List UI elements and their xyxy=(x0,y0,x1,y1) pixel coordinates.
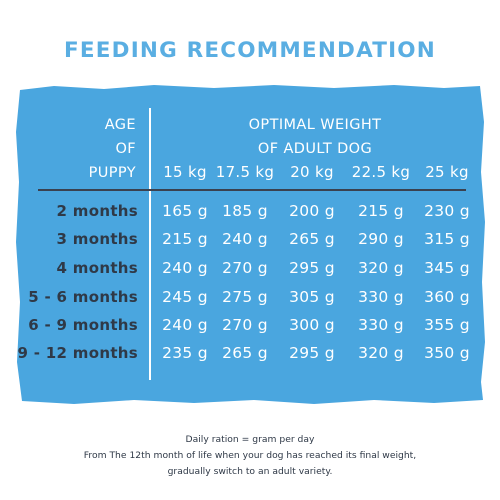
weight-column-header: 15 kg xyxy=(163,163,207,181)
table-row: 9 - 12 months 235 g 265 g 295 g 320 g 35… xyxy=(0,339,500,367)
weight-header-line: OPTIMAL WEIGHT xyxy=(248,117,382,133)
age-header-line: OF xyxy=(115,141,136,157)
table-background xyxy=(14,82,486,405)
ration-cell: 240 g xyxy=(162,316,208,334)
weight-header-line: OF ADULT DOG xyxy=(257,141,373,157)
ration-cell: 295 g xyxy=(289,344,335,362)
age-header-line: PUPPY xyxy=(88,165,136,181)
ration-cell: 320 g xyxy=(358,344,404,362)
age-header: AGE OF PUPPY xyxy=(0,113,136,185)
table-row: 5 - 6 months 245 g 275 g 305 g 330 g 360… xyxy=(0,283,500,311)
ration-cell: 350 g xyxy=(424,344,470,362)
ration-cell: 355 g xyxy=(424,316,470,334)
ration-cell: 315 g xyxy=(424,230,470,248)
weight-column-header: 20 kg xyxy=(290,163,334,181)
ration-cell: 235 g xyxy=(162,344,208,362)
ration-cell: 330 g xyxy=(358,316,404,334)
age-cell: 3 months xyxy=(56,230,138,248)
ration-cell: 345 g xyxy=(424,259,470,277)
ration-cell: 215 g xyxy=(162,230,208,248)
ration-cell: 270 g xyxy=(222,259,268,277)
ration-cell: 215 g xyxy=(358,202,404,220)
footer-note: From The 12th month of life when your do… xyxy=(83,450,417,461)
ration-cell: 330 g xyxy=(358,288,404,306)
ration-cell: 270 g xyxy=(222,316,268,334)
table-row: 4 months 240 g 270 g 295 g 320 g 345 g xyxy=(0,254,500,282)
ration-cell: 245 g xyxy=(162,288,208,306)
table-row: 6 - 9 months 240 g 270 g 300 g 330 g 355… xyxy=(0,311,500,339)
ration-cell: 165 g xyxy=(162,202,208,220)
ration-cell: 265 g xyxy=(289,230,335,248)
vertical-divider xyxy=(149,108,151,380)
age-cell: 4 months xyxy=(56,259,138,277)
ration-cell: 295 g xyxy=(289,259,335,277)
ration-cell: 275 g xyxy=(222,288,268,306)
ration-cell: 265 g xyxy=(222,344,268,362)
weight-column-header: 22.5 kg xyxy=(351,163,411,181)
age-header-line: AGE xyxy=(104,117,136,133)
ration-cell: 185 g xyxy=(222,202,268,220)
horizontal-divider xyxy=(38,189,466,191)
age-cell: 6 - 9 months xyxy=(28,316,138,334)
ration-cell: 290 g xyxy=(358,230,404,248)
page-title: FEEDING RECOMMENDATION xyxy=(64,38,436,63)
age-cell: 9 - 12 months xyxy=(17,344,138,362)
footer-note: Daily ration = gram per day xyxy=(185,434,315,445)
footer-note: gradually switch to an adult variety. xyxy=(167,466,333,477)
ration-cell: 240 g xyxy=(222,230,268,248)
brush-panel xyxy=(16,85,485,404)
weight-header: OPTIMAL WEIGHT OF ADULT DOG xyxy=(160,113,470,161)
age-cell: 5 - 6 months xyxy=(28,288,138,306)
ration-cell: 300 g xyxy=(289,316,335,334)
ration-cell: 320 g xyxy=(358,259,404,277)
ration-cell: 230 g xyxy=(424,202,470,220)
weight-column-header: 17.5 kg xyxy=(215,163,275,181)
ration-cell: 360 g xyxy=(424,288,470,306)
ration-cell: 240 g xyxy=(162,259,208,277)
ration-cell: 200 g xyxy=(289,202,335,220)
table-row: 2 months 165 g 185 g 200 g 215 g 230 g xyxy=(0,197,500,225)
age-cell: 2 months xyxy=(56,202,138,220)
table-row: 3 months 215 g 240 g 265 g 290 g 315 g xyxy=(0,225,500,253)
ration-cell: 305 g xyxy=(289,288,335,306)
weight-column-header: 25 kg xyxy=(425,163,469,181)
